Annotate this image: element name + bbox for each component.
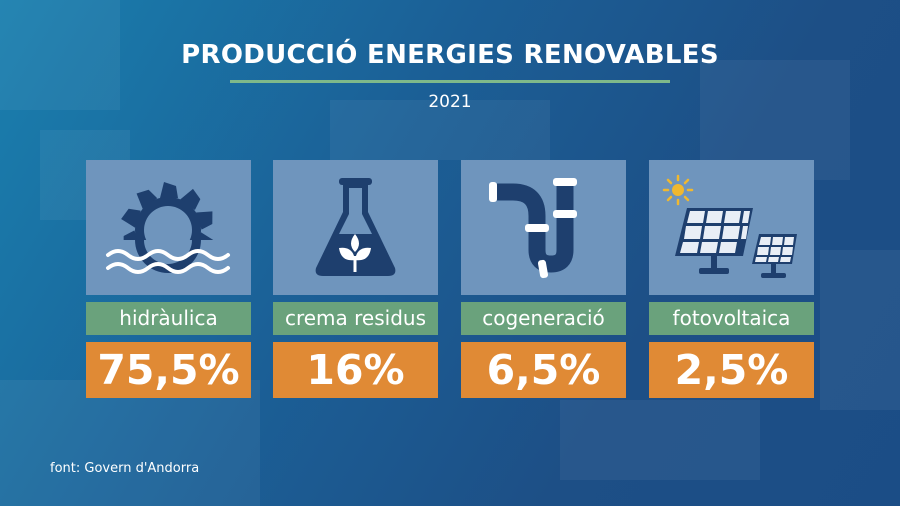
value-label: 6,5%	[461, 342, 626, 398]
category-label: cogeneració	[461, 302, 626, 335]
icon-box	[649, 160, 814, 295]
flask-leaf-icon	[315, 178, 396, 276]
background-tile	[330, 100, 550, 160]
category-label: hidràulica	[86, 302, 251, 335]
icon-box	[86, 160, 251, 295]
category-label: fotovoltaica	[649, 302, 814, 335]
chart-subtitle: 2021	[428, 92, 472, 112]
category-label: crema residus	[273, 302, 438, 335]
pipe-icon	[489, 178, 577, 279]
background-tile	[0, 380, 260, 506]
icon-box	[461, 160, 626, 295]
card-fotovoltaica: fotovoltaica 2,5%	[649, 160, 814, 398]
card-hidraulica: hidràulica 75,5%	[86, 160, 251, 398]
value-label: 16%	[273, 342, 438, 398]
solar-panel-icon	[662, 174, 797, 278]
card-cogeneracio: cogeneració 6,5%	[461, 160, 626, 398]
sun-icon	[662, 174, 694, 206]
icon-box	[273, 160, 438, 295]
background-tile	[0, 0, 120, 110]
chart-title: PRODUCCIÓ ENERGIES RENOVABLES	[181, 40, 719, 70]
value-label: 75,5%	[86, 342, 251, 398]
water-wheel-icon	[101, 182, 236, 280]
title-underline	[230, 80, 670, 83]
background-tile	[560, 400, 760, 480]
background-tile	[820, 250, 900, 410]
value-label: 2,5%	[649, 342, 814, 398]
source-note: font: Govern d'Andorra	[50, 461, 200, 476]
card-crema-residus: crema residus 16%	[273, 160, 438, 398]
